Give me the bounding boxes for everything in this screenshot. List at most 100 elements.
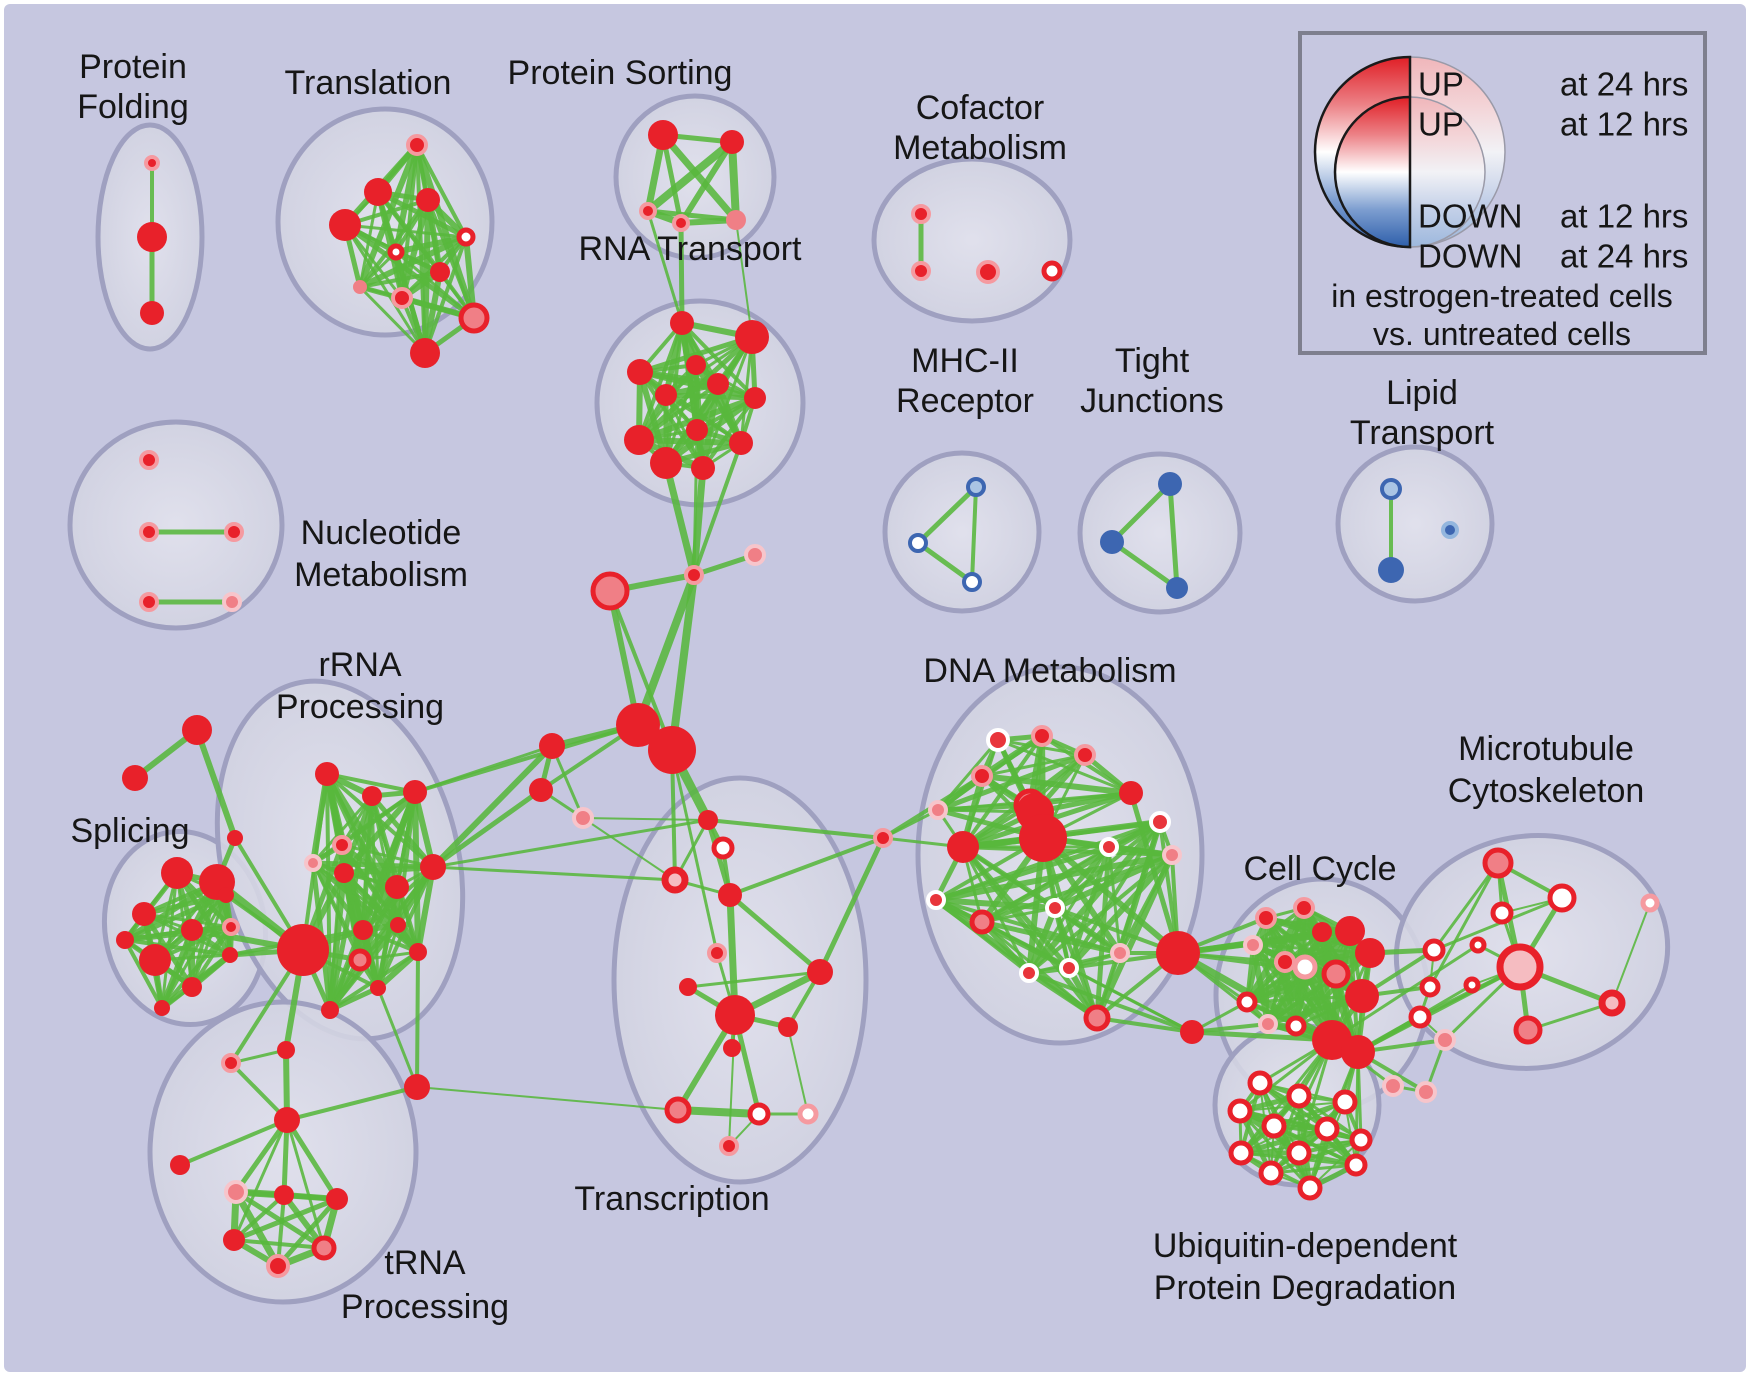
edge [1109, 481, 1173, 545]
gene-node [1513, 1015, 1543, 1045]
edge [123, 938, 232, 957]
cluster-label-trna-processing: Processing [341, 1288, 509, 1326]
gene-node [1083, 1004, 1111, 1032]
gene-node [170, 1155, 190, 1175]
gene-node [218, 887, 234, 903]
edge [1026, 905, 1058, 976]
gene-node [718, 883, 742, 907]
gene-node [139, 944, 171, 976]
gene-node [873, 828, 893, 848]
edge [343, 223, 468, 239]
cluster-label-trna-processing: tRNA [384, 1244, 466, 1282]
gene-node [624, 425, 654, 455]
edge [358, 285, 427, 355]
cluster-label-mhc-ii-receptor: Receptor [896, 382, 1034, 420]
gene-node [1312, 922, 1332, 942]
edge [1167, 481, 1180, 591]
gene-node [1243, 935, 1263, 955]
gene-node [353, 920, 373, 940]
gene-node [329, 209, 361, 241]
cluster-label-rrna-processing: Processing [276, 688, 444, 726]
cluster-label-translation: Translation [285, 64, 452, 102]
gene-node [1158, 472, 1182, 496]
gene-node [1031, 725, 1053, 747]
gene-node [650, 447, 682, 479]
edge [122, 879, 220, 943]
edge [1040, 835, 1181, 956]
gene-node [711, 836, 735, 860]
gene-node [572, 807, 594, 829]
gene-node [1293, 897, 1315, 919]
gene-node [1332, 1089, 1358, 1115]
gene-node [1463, 976, 1481, 994]
edge [275, 1196, 340, 1269]
edge [1269, 1163, 1358, 1175]
gene-node [1422, 938, 1446, 962]
cluster-label-microtubule-cytoskeleton: Cytoskeleton [1448, 772, 1645, 810]
edge [980, 845, 1111, 924]
edge [122, 924, 234, 943]
gene-node [719, 1136, 739, 1156]
edge [328, 950, 420, 1012]
edge [310, 771, 330, 866]
cluster-label-lipid-transport: Transport [1350, 414, 1495, 452]
edge [416, 1086, 679, 1111]
edge [328, 928, 365, 1012]
edge [284, 1117, 340, 1202]
edge [233, 1117, 290, 1195]
edge [933, 897, 1058, 911]
gene-node [182, 977, 202, 997]
gene-node [277, 1041, 295, 1059]
gene-node [1099, 837, 1119, 857]
edge [178, 1118, 289, 1167]
gene-node [720, 130, 744, 154]
gene-node [362, 786, 382, 806]
gene-node [1019, 814, 1067, 862]
gene-node [222, 592, 242, 612]
edge [686, 970, 822, 989]
gene-node [1408, 1005, 1432, 1029]
edge [582, 817, 676, 881]
gene-node [1285, 1015, 1307, 1037]
cluster-ellipse-tight-junctions [1077, 451, 1243, 615]
gene-node [266, 1254, 290, 1278]
gene-node [221, 1053, 241, 1073]
gene-node [116, 931, 134, 949]
gene-node [139, 522, 159, 542]
edge [1041, 836, 1099, 1020]
legend-direction-3: DOWN [1418, 238, 1522, 275]
cluster-label-lipid-transport: Lipid [1386, 374, 1458, 412]
gene-node [655, 384, 677, 406]
gene-node [797, 1103, 819, 1125]
gene-node [639, 202, 657, 220]
gene-node [332, 835, 352, 855]
gene-node [1019, 963, 1039, 983]
gene-node [627, 359, 653, 385]
gene-node [1041, 260, 1063, 282]
edge [229, 1061, 289, 1122]
edge [160, 925, 233, 1010]
gene-node [672, 214, 690, 232]
gene-node [222, 947, 238, 963]
gene-node [154, 1000, 170, 1016]
edge [817, 835, 886, 975]
edge [980, 920, 1071, 970]
edge [668, 571, 698, 754]
gene-node [1496, 943, 1544, 991]
gene-node [723, 1039, 741, 1057]
edge [327, 870, 347, 1013]
edge [341, 789, 418, 876]
gene-node [139, 450, 159, 470]
gene-node [1059, 958, 1079, 978]
edge [430, 743, 555, 870]
gene-node [326, 1188, 348, 1210]
edge [881, 808, 940, 840]
edge [670, 748, 719, 955]
gene-node [928, 800, 948, 820]
gene-node [1335, 916, 1365, 946]
gene-node [670, 311, 694, 335]
gene-node [707, 943, 727, 963]
edge [431, 865, 677, 882]
gene-node [224, 1180, 248, 1204]
edge [341, 864, 436, 876]
